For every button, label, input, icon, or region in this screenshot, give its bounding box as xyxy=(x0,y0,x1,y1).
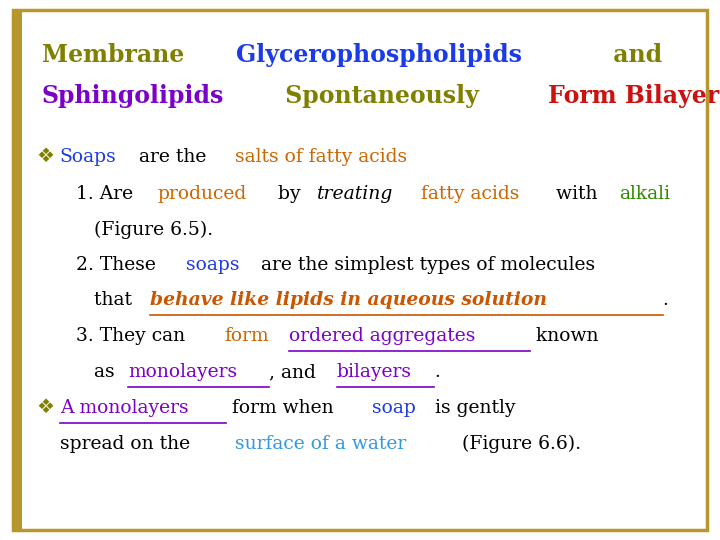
Text: salts of fatty acids: salts of fatty acids xyxy=(235,148,408,166)
Text: soap: soap xyxy=(372,399,416,417)
Text: monolayers: monolayers xyxy=(128,363,237,381)
Text: are the: are the xyxy=(133,148,212,166)
Text: with: with xyxy=(550,185,603,202)
Text: , and: , and xyxy=(269,363,322,381)
Text: form when: form when xyxy=(226,399,339,417)
Text: and: and xyxy=(605,43,662,67)
Text: Sphingolipids: Sphingolipids xyxy=(42,84,224,107)
Text: form: form xyxy=(224,327,269,345)
Text: 3. They can: 3. They can xyxy=(76,327,191,345)
Text: treating: treating xyxy=(317,185,393,202)
Text: A monolayers: A monolayers xyxy=(60,399,189,417)
Text: alkali: alkali xyxy=(619,185,670,202)
Text: Spontaneously: Spontaneously xyxy=(277,84,487,107)
Text: behave like lipids in aqueous solution: behave like lipids in aqueous solution xyxy=(150,291,547,309)
Text: bilayers: bilayers xyxy=(337,363,412,381)
Text: .: . xyxy=(433,363,440,381)
Text: (Figure 6.5).: (Figure 6.5). xyxy=(94,221,212,239)
Text: spread on the: spread on the xyxy=(60,435,196,453)
Text: as: as xyxy=(94,363,120,381)
Text: by: by xyxy=(272,185,307,202)
Text: .: . xyxy=(662,291,668,309)
Text: surface of a water: surface of a water xyxy=(235,435,407,453)
Text: known: known xyxy=(530,327,598,345)
Text: Glycerophospholipids: Glycerophospholipids xyxy=(236,43,522,67)
Text: soaps: soaps xyxy=(186,256,240,274)
Text: ordered aggregates: ordered aggregates xyxy=(289,327,476,345)
Text: produced: produced xyxy=(157,185,246,202)
Text: 2. These: 2. These xyxy=(76,256,161,274)
Text: ❖: ❖ xyxy=(36,398,54,417)
Text: ❖: ❖ xyxy=(36,147,54,166)
Text: 1. Are: 1. Are xyxy=(76,185,139,202)
Text: Soaps: Soaps xyxy=(60,148,117,166)
Text: (Figure 6.6).: (Figure 6.6). xyxy=(456,435,581,453)
Text: is gently: is gently xyxy=(429,399,516,417)
Text: fatty acids: fatty acids xyxy=(415,185,520,202)
Text: Form Bilayers: Form Bilayers xyxy=(548,84,720,107)
Text: are the simplest types of molecules: are the simplest types of molecules xyxy=(256,256,595,274)
Text: that: that xyxy=(94,291,138,309)
Text: Membrane: Membrane xyxy=(42,43,192,67)
